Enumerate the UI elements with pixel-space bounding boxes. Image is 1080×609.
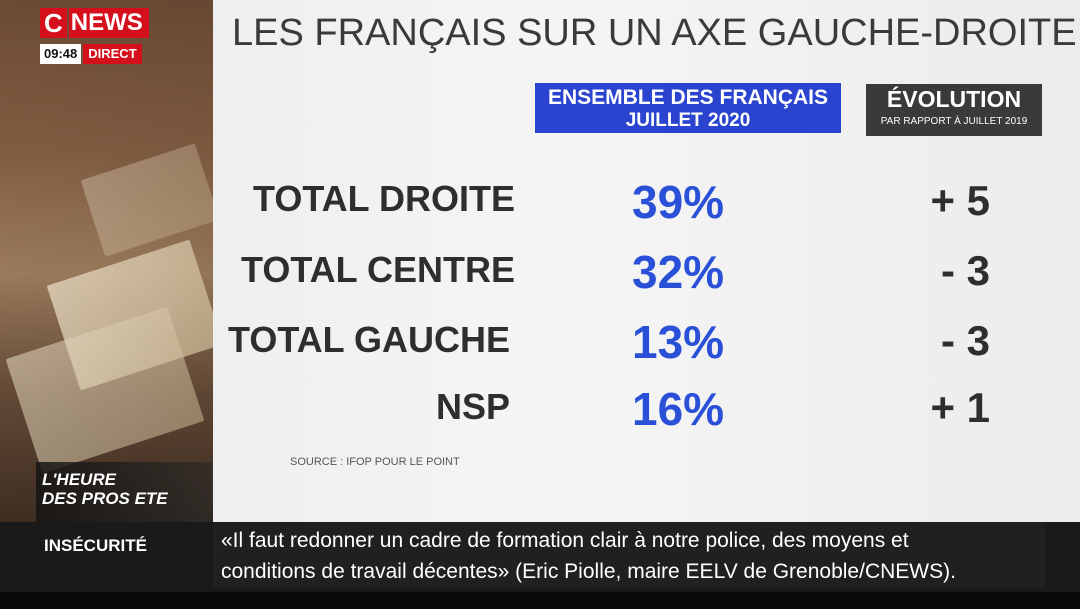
row-evolution: - 3: [940, 317, 990, 364]
ticker-line: «Il faut redonner un cadre de formation …: [221, 529, 909, 552]
row-evolution: + 5: [930, 177, 990, 224]
program-tag: L'HEURE DES PROS ETE: [36, 462, 212, 522]
row-label: TOTAL DROITE: [252, 178, 515, 219]
program-title-line: DES PROS ETE: [42, 489, 168, 508]
column-header-line: ENSEMBLE DES FRANÇAIS: [547, 86, 829, 109]
live-indicator: 09:48 DIRECT: [40, 44, 142, 64]
live-badge: DIRECT: [83, 44, 142, 64]
paper-shape: [5, 306, 205, 474]
ticker-text: «Il faut redonner un cadre de formation …: [213, 522, 1045, 588]
paper-shape: [80, 143, 220, 257]
program-title-line: L'HEURE: [42, 470, 116, 489]
channel-logo: C NEWS: [40, 8, 149, 38]
column-header-line: ÉVOLUTION: [886, 86, 1022, 112]
ticker-topic: INSÉCURITÉ: [44, 536, 147, 555]
row-label: TOTAL GAUCHE: [227, 319, 510, 360]
row-evolution: + 1: [930, 384, 990, 431]
logo-letter: C: [40, 8, 67, 38]
logo-word: NEWS: [68, 8, 149, 38]
column-header-total: ENSEMBLE DES FRANÇAIS JUILLET 2020: [535, 83, 841, 133]
column-header-line: JUILLET 2020: [625, 110, 751, 131]
row-value: 13%: [632, 316, 725, 368]
row-label: NSP: [435, 386, 510, 427]
chart-title: LES FRANÇAIS SUR UN AXE GAUCHE-DROITE: [232, 12, 1077, 54]
row-evolution: - 3: [940, 247, 990, 294]
row-value: 39%: [632, 176, 725, 228]
screen-bezel: [0, 592, 1080, 609]
column-header-line: PAR RAPPORT À JUILLET 2019: [880, 116, 1028, 127]
source-note: SOURCE : IFOP POUR LE POINT: [290, 456, 460, 468]
row-value: 32%: [632, 246, 725, 298]
clock: 09:48: [40, 44, 82, 64]
ticker-line: conditions de travail décentes» (Eric Pi…: [221, 560, 956, 583]
column-header-evolution: ÉVOLUTION PAR RAPPORT À JUILLET 2019: [866, 84, 1042, 136]
row-value: 16%: [632, 383, 725, 435]
row-label: TOTAL CENTRE: [240, 249, 515, 290]
